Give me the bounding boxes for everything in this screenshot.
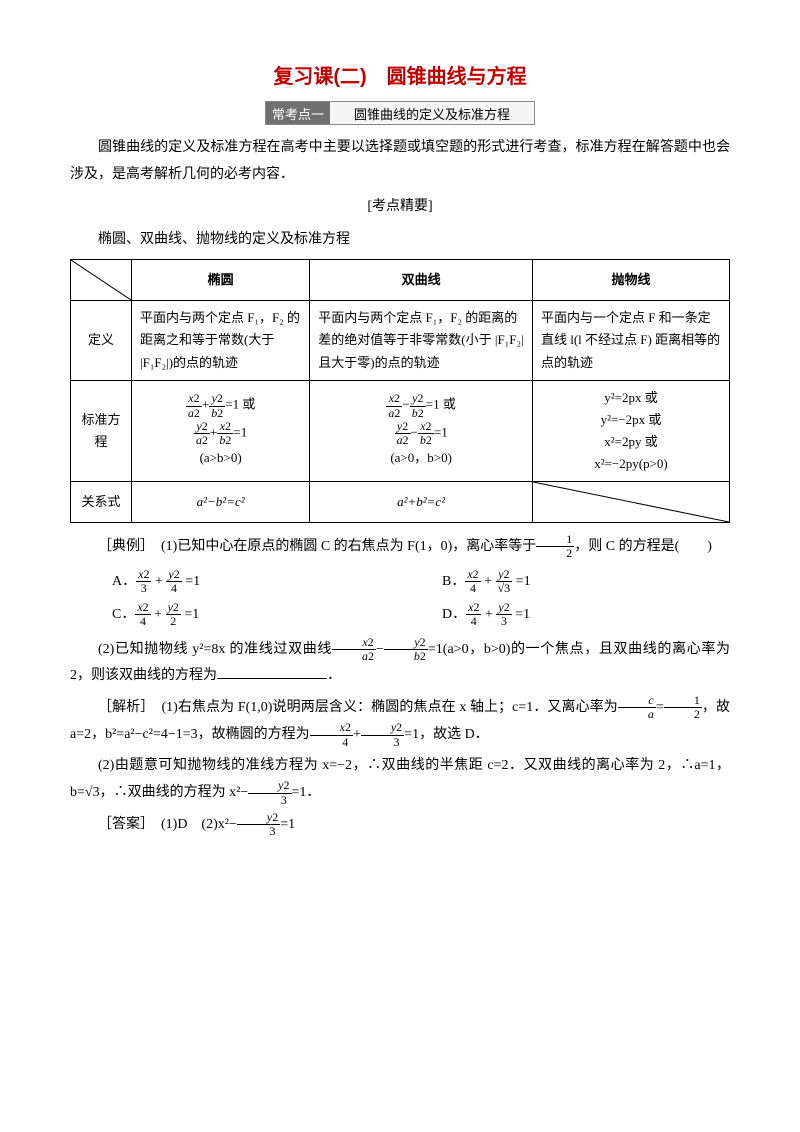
std-para: y²=2px 或 y²=−2px 或 x²=2py 或 x²=−2py(p>0) — [532, 380, 729, 481]
def-hyper: 平面内与两个定点 F₁，F₂ 的距离的差的绝对值等于非零常数(小于 |F₁F₂|… — [310, 301, 533, 380]
rel-ellipse: a²−b²=c² — [132, 482, 310, 523]
std-ellipse: x2a2+y2b2=1 或 y2a2+x2b2=1 (a>b>0) — [132, 380, 310, 481]
opt-a: A．x23 + y24 =1 — [70, 565, 400, 599]
answer-line: ［答案］ (1)D (2)x²−y23=1 — [70, 811, 730, 839]
intro-para: 圆锥曲线的定义及标准方程在高考中主要以选择题或填空题的形式进行考查，标准方程在解… — [70, 135, 730, 188]
conic-table: 椭圆 双曲线 抛物线 定义 平面内与两个定点 F₁，F₂ 的距离之和等于常数(大… — [70, 259, 730, 523]
std-hyper: x2a2−y2b2=1 或 y2a2−x2b2=1 (a>0，b>0) — [310, 380, 533, 481]
rel-hyper: a²+b²=c² — [310, 482, 533, 523]
tag-row: 常考点一 圆锥曲线的定义及标准方程 — [70, 101, 730, 125]
diag-cell-top — [71, 260, 131, 300]
example-q2: (2)已知抛物线 y²=8x 的准线过双曲线x2a2−y2b2=1(a>0，b>… — [70, 636, 730, 690]
opt-d: D．x24 + y23 =1 — [400, 598, 730, 632]
th-ellipse: 椭圆 — [132, 260, 310, 301]
diag-cell-bottom — [533, 482, 729, 522]
opt-c: C．x24 + y22 =1 — [70, 598, 400, 632]
options: A．x23 + y24 =1 B．x24 + y2√3 =1 C．x24 + y… — [70, 565, 730, 632]
row-rel-label: 关系式 — [71, 482, 132, 523]
row-std-label: 标准方程 — [71, 380, 132, 481]
blank-answer — [217, 664, 327, 679]
def-ellipse: 平面内与两个定点 F₁，F₂ 的距离之和等于常数(大于 |F₁F₂|)的点的轨迹 — [132, 301, 310, 380]
th-hyper: 双曲线 — [310, 260, 533, 301]
tag-left: 常考点一 — [266, 102, 330, 124]
solution-2: (2)由题意可知抛物线的准线方程为 x=−2，∴双曲线的半焦距 c=2．又双曲线… — [70, 753, 730, 807]
th-para: 抛物线 — [532, 260, 729, 301]
row-def-label: 定义 — [71, 301, 132, 380]
opt-b: B．x24 + y2√3 =1 — [400, 565, 730, 599]
def-para: 平面内与一个定点 F 和一条定直线 l(l 不经过点 F) 距离相等的点的轨迹 — [532, 301, 729, 380]
page-title: 复习课(二) 圆锥曲线与方程 — [70, 60, 730, 89]
kaodian-label: [考点精要] — [70, 194, 730, 221]
solution-1: ［解析］ (1)右焦点为 F(1,0)说明两层含义：椭圆的焦点在 x 轴上；c=… — [70, 694, 730, 749]
table-caption: 椭圆、双曲线、抛物线的定义及标准方程 — [70, 227, 730, 254]
tag-right: 圆锥曲线的定义及标准方程 — [330, 102, 534, 124]
example-q1: ［典例］ (1)已知中心在原点的椭圆 C 的右焦点为 F(1，0)，离心率等于1… — [70, 533, 730, 561]
